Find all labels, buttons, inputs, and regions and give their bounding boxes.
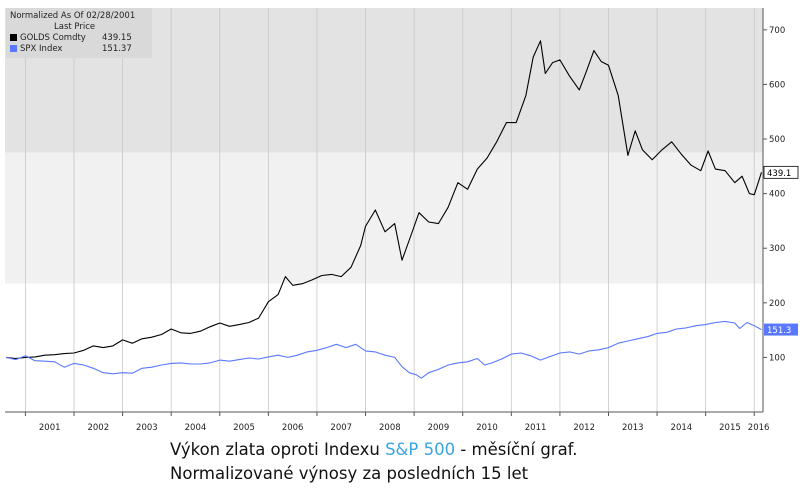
- gold-swatch-icon: [10, 34, 17, 41]
- y-tick-label-700: 700: [769, 26, 785, 36]
- legend-gold-value: 439.15: [102, 33, 132, 43]
- x-tick-label-2011: 2011: [525, 423, 547, 433]
- legend-header: Normalized As Of 02/28/2001: [10, 11, 136, 21]
- legend-spx-value: 151.37: [102, 44, 132, 54]
- x-tick-label-2015: 2015: [719, 423, 741, 433]
- legend-spx-name: SPX Index: [20, 44, 63, 54]
- caption-highlight: S&P 500: [385, 440, 456, 459]
- chart-legend: Normalized As Of 02/28/2001 Last Price G…: [6, 8, 152, 58]
- caption-line-1: Výkon zlata oproti Indexu S&P 500 - měsí…: [170, 438, 578, 462]
- x-tick-label-2003: 2003: [136, 423, 158, 433]
- y-tick-label-200: 200: [769, 299, 785, 309]
- y-tick-label-100: 100: [769, 353, 785, 363]
- y-tick-label-600: 600: [769, 80, 785, 90]
- legend-subheader: Last Price: [54, 22, 96, 32]
- spx-tag-box: [764, 323, 798, 336]
- x-tick-label-2012: 2012: [573, 423, 595, 433]
- gold-tag-label: 439.1: [767, 169, 791, 179]
- vertical-gridlines: [25, 8, 755, 412]
- spx-tag-label: 151.3: [767, 326, 791, 336]
- x-tick-label-2006: 2006: [282, 423, 304, 433]
- x-tick-label-2016: 2016: [748, 423, 770, 433]
- last-price-tags: 439.1 151.3: [763, 165, 799, 336]
- spx-series-line: [5, 320, 762, 379]
- x-tick-label-2014: 2014: [671, 423, 693, 433]
- gold-tag-box: [763, 165, 799, 179]
- gold-series-line: [5, 40, 763, 360]
- axes: [5, 8, 764, 413]
- legend-entry-spx: SPX Index 151.37: [10, 44, 132, 54]
- caption-line-1-end: - měsíční graf.: [455, 440, 578, 459]
- chart-caption: Výkon zlata oproti Indexu S&P 500 - měsí…: [170, 438, 578, 486]
- band-middle: [5, 152, 763, 284]
- y-axis-ticks: 100 200 300 400 500 600 700: [763, 26, 785, 363]
- x-tick-label-2007: 2007: [330, 423, 352, 433]
- legend-entry-gold: GOLDS Comdty 439.15: [10, 33, 132, 43]
- plot-background-bands: [5, 8, 763, 412]
- x-tick-label-2001: 2001: [39, 423, 61, 433]
- spx-swatch-icon: [10, 45, 17, 52]
- x-tick-label-2013: 2013: [622, 423, 644, 433]
- spx-last-price-tag: 151.3: [764, 323, 798, 336]
- x-tick-label-2002: 2002: [87, 423, 109, 433]
- caption-line-2: Normalizované výnosy za posledních 15 le…: [170, 464, 529, 483]
- x-tick-label-2010: 2010: [476, 423, 498, 433]
- gold-last-price-tag: 439.1: [763, 165, 799, 179]
- y-tick-label-300: 300: [769, 244, 785, 254]
- y-tick-label-400: 400: [769, 190, 785, 200]
- y-tick-label-500: 500: [769, 135, 785, 145]
- legend-gold-name: GOLDS Comdty: [20, 33, 86, 43]
- band-bottom: [5, 283, 763, 412]
- series-lines: [5, 40, 763, 379]
- x-tick-label-2004: 2004: [185, 423, 207, 433]
- x-tick-label-2009: 2009: [428, 423, 450, 433]
- caption-line-1-start: Výkon zlata oproti Indexu: [170, 440, 386, 459]
- x-tick-label-2008: 2008: [379, 423, 401, 433]
- x-axis-ticks: 2001 2002 2003 2004 2005 2006 2007 2008 2009 2010…: [24, 412, 770, 433]
- x-tick-label-2005: 2005: [233, 423, 255, 433]
